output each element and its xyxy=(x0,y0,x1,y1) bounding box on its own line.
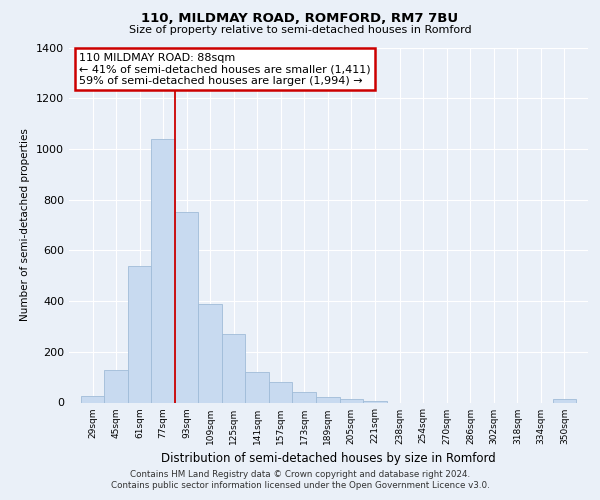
Bar xyxy=(245,372,269,402)
Bar xyxy=(81,396,104,402)
Text: 110 MILDMAY ROAD: 88sqm
← 41% of semi-detached houses are smaller (1,411)
59% of: 110 MILDMAY ROAD: 88sqm ← 41% of semi-de… xyxy=(79,53,371,86)
Bar xyxy=(104,370,128,402)
Bar xyxy=(340,398,363,402)
Bar xyxy=(175,212,199,402)
Bar xyxy=(269,382,292,402)
Text: 110, MILDMAY ROAD, ROMFORD, RM7 7BU: 110, MILDMAY ROAD, ROMFORD, RM7 7BU xyxy=(142,12,458,26)
Text: Size of property relative to semi-detached houses in Romford: Size of property relative to semi-detach… xyxy=(128,25,472,35)
Bar xyxy=(151,139,175,402)
Bar xyxy=(222,334,245,402)
Bar xyxy=(363,401,386,402)
Y-axis label: Number of semi-detached properties: Number of semi-detached properties xyxy=(20,128,31,322)
Text: Contains HM Land Registry data © Crown copyright and database right 2024.: Contains HM Land Registry data © Crown c… xyxy=(130,470,470,479)
Bar xyxy=(199,304,222,402)
X-axis label: Distribution of semi-detached houses by size in Romford: Distribution of semi-detached houses by … xyxy=(161,452,496,465)
Bar xyxy=(128,266,151,402)
Bar xyxy=(292,392,316,402)
Bar xyxy=(316,398,340,402)
Bar xyxy=(553,398,576,402)
Text: Contains public sector information licensed under the Open Government Licence v3: Contains public sector information licen… xyxy=(110,481,490,490)
